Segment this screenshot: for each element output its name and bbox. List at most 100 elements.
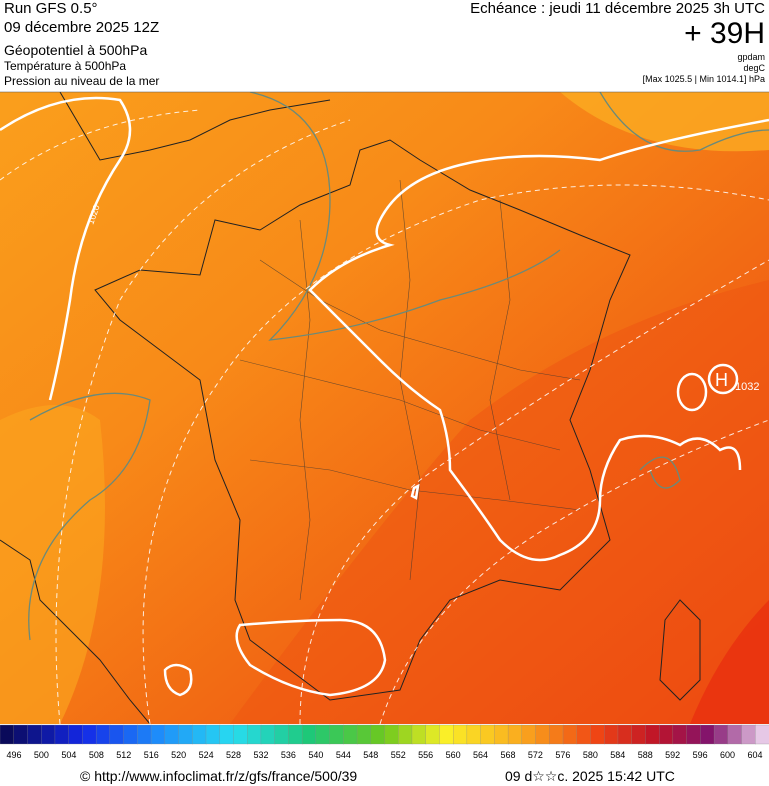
field-label: Géopotentiel à 500hPa bbox=[4, 42, 147, 58]
field-label: Température à 500hPa bbox=[4, 59, 126, 73]
colorbar-cell bbox=[535, 724, 550, 745]
colorbar-cell bbox=[329, 724, 344, 745]
colorbar-label: 568 bbox=[500, 750, 515, 760]
colorbar-label: 560 bbox=[446, 750, 461, 760]
shade-band bbox=[0, 405, 105, 724]
colorbar-cell bbox=[549, 724, 564, 745]
colorbar-label: 520 bbox=[171, 750, 186, 760]
colorbar-cell bbox=[288, 724, 303, 745]
pressure-range: [Max 1025.5 | Min 1014.1] hPa bbox=[643, 74, 765, 84]
colorbar-label: 552 bbox=[391, 750, 406, 760]
colorbar-cell bbox=[494, 724, 509, 745]
borders bbox=[239, 179, 581, 601]
run-title: Run GFS 0.5° bbox=[4, 0, 98, 17]
colorbar-label: 504 bbox=[61, 750, 76, 760]
colorbar-cell bbox=[27, 724, 42, 745]
colorbar-cell bbox=[700, 724, 715, 745]
shade-band bbox=[560, 92, 769, 152]
colorbar-cell bbox=[13, 724, 29, 745]
geopotential-contours bbox=[0, 96, 769, 697]
colorbar-cell bbox=[95, 724, 111, 745]
colorbar-cell bbox=[658, 724, 674, 745]
colorbar-cell bbox=[727, 724, 743, 745]
colorbar-label: 508 bbox=[89, 750, 104, 760]
colorbar-cell bbox=[521, 724, 537, 745]
colorbar-label: 496 bbox=[6, 750, 21, 760]
colorbar-label: 600 bbox=[720, 750, 735, 760]
colorbar-cell bbox=[109, 724, 125, 745]
colorbar-cell bbox=[370, 724, 386, 745]
run-date: 09 décembre 2025 12Z bbox=[4, 19, 159, 36]
field-label: Pression au niveau de la mer bbox=[4, 74, 159, 88]
colorbar-cell bbox=[137, 724, 152, 745]
colorbar-cell bbox=[150, 724, 166, 745]
colorbar-label: 500 bbox=[34, 750, 49, 760]
colorbar-label: 532 bbox=[253, 750, 268, 760]
colorbar-cell bbox=[343, 724, 358, 745]
colorbar-cell bbox=[205, 724, 221, 745]
coastline bbox=[59, 92, 331, 161]
colorbar-cell bbox=[82, 724, 97, 745]
credit: © http://www.infoclimat.fr/z/gfs/france/… bbox=[80, 768, 357, 784]
colorbar-cell bbox=[192, 724, 207, 745]
lead-time: + 39H bbox=[684, 17, 765, 50]
coastline bbox=[659, 599, 701, 701]
colorbar-label: 516 bbox=[144, 750, 159, 760]
colorbar-labels: 496 500 504 508 512 516 520 524 528 532 536 540 544 5… bbox=[6, 750, 762, 760]
high-symbol: H bbox=[715, 370, 728, 390]
echeance: Echéance : jeudi 11 décembre 2025 3h UTC bbox=[470, 0, 765, 17]
colorbar-cell bbox=[425, 724, 441, 745]
colorbar-cell bbox=[356, 724, 372, 745]
colorbar-cell bbox=[315, 724, 331, 745]
colorbar-cell bbox=[398, 724, 413, 745]
colorbar-cell bbox=[686, 724, 701, 745]
colorbar-cell bbox=[247, 724, 262, 745]
colorbar-cell bbox=[260, 724, 276, 745]
colorbar-cell bbox=[439, 724, 454, 745]
shade-band bbox=[690, 600, 769, 724]
colorbar-cell bbox=[54, 724, 70, 745]
colorbar-label: 536 bbox=[281, 750, 296, 760]
colorbar-label: 528 bbox=[226, 750, 241, 760]
colorbar-cell bbox=[68, 724, 84, 745]
colorbar-label: 596 bbox=[693, 750, 708, 760]
colorbar-cell bbox=[755, 724, 769, 745]
colorbar-cell bbox=[645, 724, 660, 745]
unit-label: degC bbox=[743, 63, 765, 73]
isobars bbox=[28, 92, 769, 641]
colorbar bbox=[0, 724, 769, 745]
colorbar-cell bbox=[507, 724, 523, 745]
colorbar-label: 604 bbox=[747, 750, 762, 760]
colorbar-label: 544 bbox=[336, 750, 351, 760]
colorbar-cell bbox=[576, 724, 592, 745]
timestamp: 09 d☆☆c. 2025 15:42 UTC bbox=[505, 768, 675, 784]
coastline bbox=[0, 539, 151, 724]
colorbar-cell bbox=[178, 724, 193, 745]
colorbar-cell bbox=[480, 724, 496, 745]
colorbar-cell bbox=[164, 724, 180, 745]
colorbar-cell bbox=[562, 724, 578, 745]
colorbar-label: 564 bbox=[473, 750, 488, 760]
colorbar-cell bbox=[219, 724, 235, 745]
colorbar-cell bbox=[384, 724, 399, 745]
colorbar-cell bbox=[741, 724, 756, 745]
colorbar-cell bbox=[41, 724, 56, 745]
temperature-contours bbox=[0, 109, 769, 724]
shade-band bbox=[230, 280, 769, 724]
high-label: 1032 bbox=[735, 381, 759, 393]
colorbar-cell bbox=[453, 724, 468, 745]
colorbar-cell bbox=[590, 724, 605, 745]
colorbar-cell bbox=[411, 724, 427, 745]
colorbar-label: 588 bbox=[638, 750, 653, 760]
colorbar-label: 584 bbox=[610, 750, 625, 760]
colorbar-label: 592 bbox=[665, 750, 680, 760]
colorbar-cell bbox=[631, 724, 647, 745]
colorbar-cell bbox=[301, 724, 317, 745]
colorbar-label: 524 bbox=[199, 750, 214, 760]
colorbar-label: 572 bbox=[528, 750, 543, 760]
colorbar-label: 548 bbox=[363, 750, 378, 760]
colorbar-cell bbox=[0, 724, 15, 745]
unit-label: gpdam bbox=[737, 52, 765, 62]
